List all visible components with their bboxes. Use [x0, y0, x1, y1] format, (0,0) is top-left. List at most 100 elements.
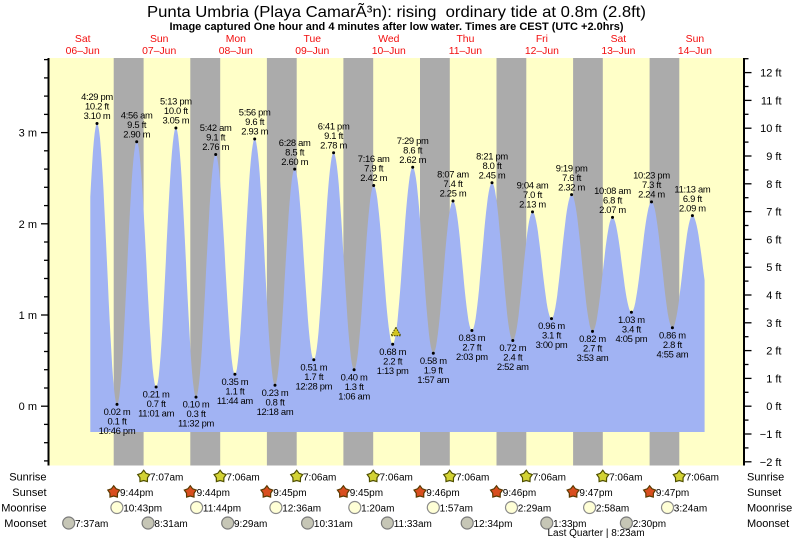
- svg-text:1.1 ft: 1.1 ft: [225, 385, 245, 396]
- svg-text:7 ft: 7 ft: [766, 207, 781, 219]
- svg-text:3:53 am: 3:53 am: [577, 352, 609, 363]
- svg-text:09–Jun: 09–Jun: [295, 46, 329, 57]
- svg-text:0.23 m: 0.23 m: [262, 387, 289, 398]
- svg-text:2.07 m: 2.07 m: [599, 204, 626, 215]
- svg-text:0.82 m: 0.82 m: [579, 333, 606, 344]
- svg-text:2:03 pm: 2:03 pm: [456, 351, 488, 362]
- svg-text:2.90 m: 2.90 m: [123, 128, 150, 139]
- svg-text:2.09 m: 2.09 m: [679, 202, 706, 213]
- svg-text:9:46pm: 9:46pm: [426, 488, 459, 499]
- svg-text:8.6 ft: 8.6 ft: [403, 145, 423, 156]
- svg-text:2:58am: 2:58am: [596, 504, 629, 515]
- svg-text:Wed: Wed: [378, 34, 399, 45]
- svg-text:Sunset: Sunset: [12, 487, 46, 499]
- svg-text:10:08 am: 10:08 am: [594, 185, 631, 196]
- svg-text:2.60 m: 2.60 m: [281, 156, 308, 167]
- svg-text:3.10 m: 3.10 m: [84, 110, 111, 121]
- svg-text:Moonrise: Moonrise: [747, 503, 792, 515]
- svg-text:1.9 ft: 1.9 ft: [424, 364, 444, 375]
- svg-text:7:06am: 7:06am: [456, 473, 489, 484]
- svg-text:7:06am: 7:06am: [609, 473, 642, 484]
- svg-text:12:28 pm: 12:28 pm: [295, 380, 332, 391]
- svg-text:1.3 ft: 1.3 ft: [345, 381, 365, 392]
- svg-text:0.86 m: 0.86 m: [659, 329, 686, 340]
- svg-text:0.1 ft: 0.1 ft: [107, 416, 127, 427]
- svg-text:Moonrise: Moonrise: [1, 503, 46, 515]
- svg-text:3 m: 3 m: [19, 128, 37, 140]
- svg-text:7:07am: 7:07am: [150, 473, 183, 484]
- svg-text:Image captured One hour and 4: Image captured One hour and 4 minutes af…: [170, 21, 624, 33]
- svg-text:10:43pm: 10:43pm: [123, 504, 162, 515]
- svg-text:Mon: Mon: [226, 34, 246, 45]
- svg-text:3:00 pm: 3:00 pm: [536, 339, 568, 350]
- svg-text:9:47pm: 9:47pm: [656, 488, 689, 499]
- svg-text:2.4 ft: 2.4 ft: [503, 352, 523, 363]
- svg-text:12–Jun: 12–Jun: [525, 46, 559, 57]
- svg-text:10:46 pm: 10:46 pm: [99, 425, 136, 436]
- svg-text:2.45 m: 2.45 m: [479, 170, 506, 181]
- svg-text:6 ft: 6 ft: [766, 234, 781, 246]
- svg-text:2.7 ft: 2.7 ft: [583, 343, 603, 354]
- svg-text:2.25 m: 2.25 m: [440, 188, 467, 199]
- svg-text:9:19 pm: 9:19 pm: [556, 162, 588, 173]
- svg-text:4:05 pm: 4:05 pm: [616, 333, 648, 344]
- svg-text:0.35 m: 0.35 m: [221, 376, 248, 387]
- svg-text:0.8 ft: 0.8 ft: [265, 396, 285, 407]
- svg-text:2.78 m: 2.78 m: [320, 139, 347, 150]
- svg-text:2.93 m: 2.93 m: [241, 126, 268, 137]
- svg-text:11–Jun: 11–Jun: [449, 46, 483, 57]
- svg-text:−2 ft: −2 ft: [760, 457, 782, 469]
- svg-text:Sunrise: Sunrise: [747, 472, 784, 484]
- svg-text:7:06am: 7:06am: [533, 473, 566, 484]
- svg-text:7:06am: 7:06am: [380, 473, 413, 484]
- svg-text:9:44pm: 9:44pm: [120, 488, 153, 499]
- svg-text:3.1 ft: 3.1 ft: [542, 330, 562, 341]
- svg-text:7:37am: 7:37am: [75, 519, 108, 530]
- svg-text:Sunrise: Sunrise: [9, 472, 46, 484]
- svg-text:0.58 m: 0.58 m: [420, 355, 447, 366]
- svg-text:2.13 m: 2.13 m: [519, 199, 546, 210]
- svg-text:7:06am: 7:06am: [303, 473, 336, 484]
- svg-text:8:21 pm: 8:21 pm: [476, 151, 508, 162]
- svg-text:4:55 am: 4:55 am: [657, 348, 689, 359]
- svg-text:12:34pm: 12:34pm: [474, 519, 513, 530]
- svg-text:8:31am: 8:31am: [154, 519, 187, 530]
- svg-text:8.5 ft: 8.5 ft: [285, 146, 305, 157]
- svg-text:10:31am: 10:31am: [314, 519, 353, 530]
- svg-text:2:30pm: 2:30pm: [633, 519, 666, 530]
- svg-text:3.05 m: 3.05 m: [162, 115, 189, 126]
- svg-text:6.8 ft: 6.8 ft: [603, 195, 623, 206]
- svg-text:9 ft: 9 ft: [766, 151, 781, 163]
- svg-text:2:52 am: 2:52 am: [497, 361, 529, 372]
- svg-text:9:45pm: 9:45pm: [273, 488, 306, 499]
- svg-text:11:44pm: 11:44pm: [203, 504, 241, 515]
- svg-text:0.68 m: 0.68 m: [379, 346, 406, 357]
- svg-text:2.32 m: 2.32 m: [558, 181, 585, 192]
- svg-text:7.3 ft: 7.3 ft: [642, 179, 662, 190]
- svg-text:5 ft: 5 ft: [766, 262, 781, 274]
- svg-text:1:06 am: 1:06 am: [338, 390, 370, 401]
- svg-text:0.83 m: 0.83 m: [458, 332, 485, 343]
- svg-text:12:36am: 12:36am: [282, 504, 321, 515]
- svg-text:0.02 m: 0.02 m: [104, 406, 131, 417]
- svg-text:2.24 m: 2.24 m: [638, 189, 665, 200]
- svg-text:0.3 ft: 0.3 ft: [186, 408, 206, 419]
- svg-text:7:06am: 7:06am: [226, 473, 259, 484]
- svg-text:0.96 m: 0.96 m: [538, 320, 565, 331]
- svg-text:Sat: Sat: [75, 34, 91, 45]
- svg-text:14–Jun: 14–Jun: [678, 46, 712, 57]
- svg-text:4:29 pm: 4:29 pm: [81, 91, 113, 102]
- svg-text:12 ft: 12 ft: [760, 68, 781, 80]
- svg-text:7.9 ft: 7.9 ft: [364, 163, 384, 174]
- svg-text:Moonset: Moonset: [4, 518, 46, 530]
- svg-text:7.6 ft: 7.6 ft: [562, 172, 582, 183]
- svg-text:0.10 m: 0.10 m: [183, 399, 210, 410]
- svg-text:8:07 am: 8:07 am: [437, 169, 469, 180]
- svg-text:3:24am: 3:24am: [674, 504, 707, 515]
- svg-text:10.0 ft: 10.0 ft: [164, 105, 189, 116]
- svg-text:9.6 ft: 9.6 ft: [245, 116, 265, 127]
- svg-text:0 m: 0 m: [19, 401, 37, 413]
- svg-text:10.2 ft: 10.2 ft: [85, 101, 110, 112]
- svg-text:10:23 pm: 10:23 pm: [633, 170, 670, 181]
- svg-text:08–Jun: 08–Jun: [219, 46, 253, 57]
